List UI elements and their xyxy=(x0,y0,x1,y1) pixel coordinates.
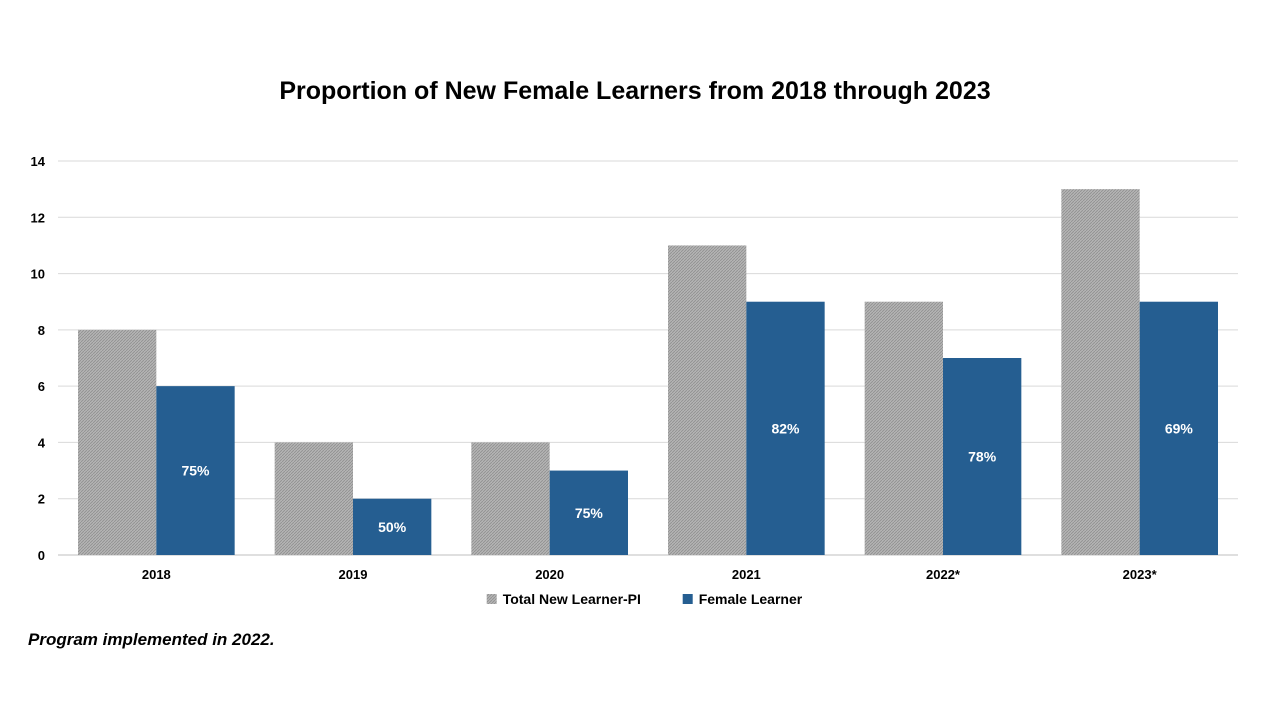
legend-label: Total New Learner-PI xyxy=(503,591,641,607)
total-learner-bar xyxy=(274,442,353,555)
total-learner-bar xyxy=(1061,189,1140,555)
y-tick-label: 10 xyxy=(31,267,45,282)
female-learner-bar xyxy=(1139,301,1218,555)
y-tick-label: 0 xyxy=(38,548,45,563)
x-tick-label: 2023* xyxy=(1123,567,1158,582)
y-tick-label: 6 xyxy=(38,379,45,394)
data-label: 75% xyxy=(575,505,604,521)
legend-swatch xyxy=(486,594,497,604)
data-label: 78% xyxy=(968,449,997,465)
y-tick-label: 14 xyxy=(31,154,46,169)
x-tick-label: 2021 xyxy=(732,567,761,582)
data-label: 69% xyxy=(1165,420,1194,436)
data-label: 82% xyxy=(771,420,800,436)
legend-label: Female Learner xyxy=(699,591,803,607)
female-learner-bar xyxy=(549,470,628,555)
x-tick-label: 2019 xyxy=(339,567,368,582)
data-label: 75% xyxy=(181,463,210,479)
y-tick-label: 4 xyxy=(38,435,46,450)
female-learner-bar xyxy=(156,386,235,555)
female-learner-bar xyxy=(746,301,825,555)
x-tick-label: 2018 xyxy=(142,567,171,582)
female-learner-bar xyxy=(943,358,1022,555)
total-learner-bar xyxy=(864,301,943,555)
y-tick-label: 8 xyxy=(38,323,45,338)
legend-swatch xyxy=(682,594,693,604)
y-tick-label: 12 xyxy=(31,210,45,225)
y-tick-label: 2 xyxy=(38,492,45,507)
data-label: 50% xyxy=(378,519,407,535)
x-tick-label: 2020 xyxy=(535,567,564,582)
footnote: Program implemented in 2022. xyxy=(28,630,275,649)
total-learner-bar xyxy=(78,329,157,555)
x-tick-label: 2022* xyxy=(926,567,961,582)
chart-title: Proportion of New Female Learners from 2… xyxy=(279,77,991,105)
female-learner-bar xyxy=(353,498,432,555)
total-learner-bar xyxy=(668,245,747,555)
total-learner-bar xyxy=(471,442,550,555)
